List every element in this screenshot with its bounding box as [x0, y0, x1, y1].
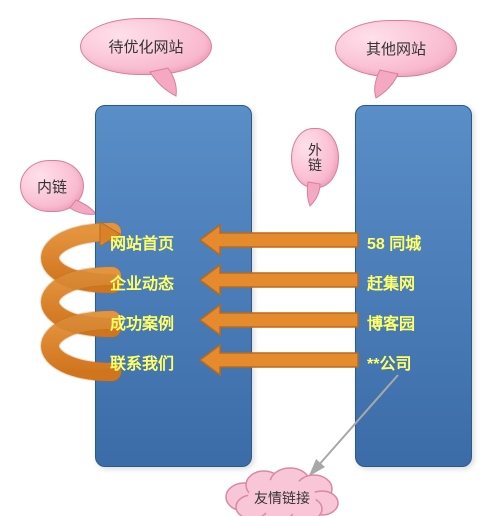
- right-item-1: 赶集网: [367, 270, 415, 294]
- bubble-title-left-text: 待优化网站: [108, 36, 183, 57]
- bubble-inner-link: 内链: [20, 160, 84, 212]
- right-item-0: 58 同城: [367, 230, 421, 254]
- left-item-3: 联系我们: [110, 350, 174, 374]
- bubble-outer-link-text: 外 链: [308, 143, 322, 174]
- left-item-2: 成功案例: [110, 310, 174, 334]
- right-item-3: **公司: [367, 350, 411, 374]
- bubble-outer-link: 外 链: [291, 128, 339, 188]
- cloud-label: 友情链接: [232, 486, 332, 510]
- bubble-title-right: 其他网站: [335, 20, 457, 77]
- cloud-text: 友情链接: [254, 488, 310, 508]
- right-item-2: 博客园: [367, 310, 415, 334]
- bubble-inner-link-text: 内链: [37, 176, 67, 197]
- bubble-title-left: 待优化网站: [80, 18, 212, 75]
- left-item-1: 企业动态: [110, 270, 174, 294]
- bubble-title-right-text: 其他网站: [366, 38, 426, 59]
- left-item-0: 网站首页: [110, 230, 174, 254]
